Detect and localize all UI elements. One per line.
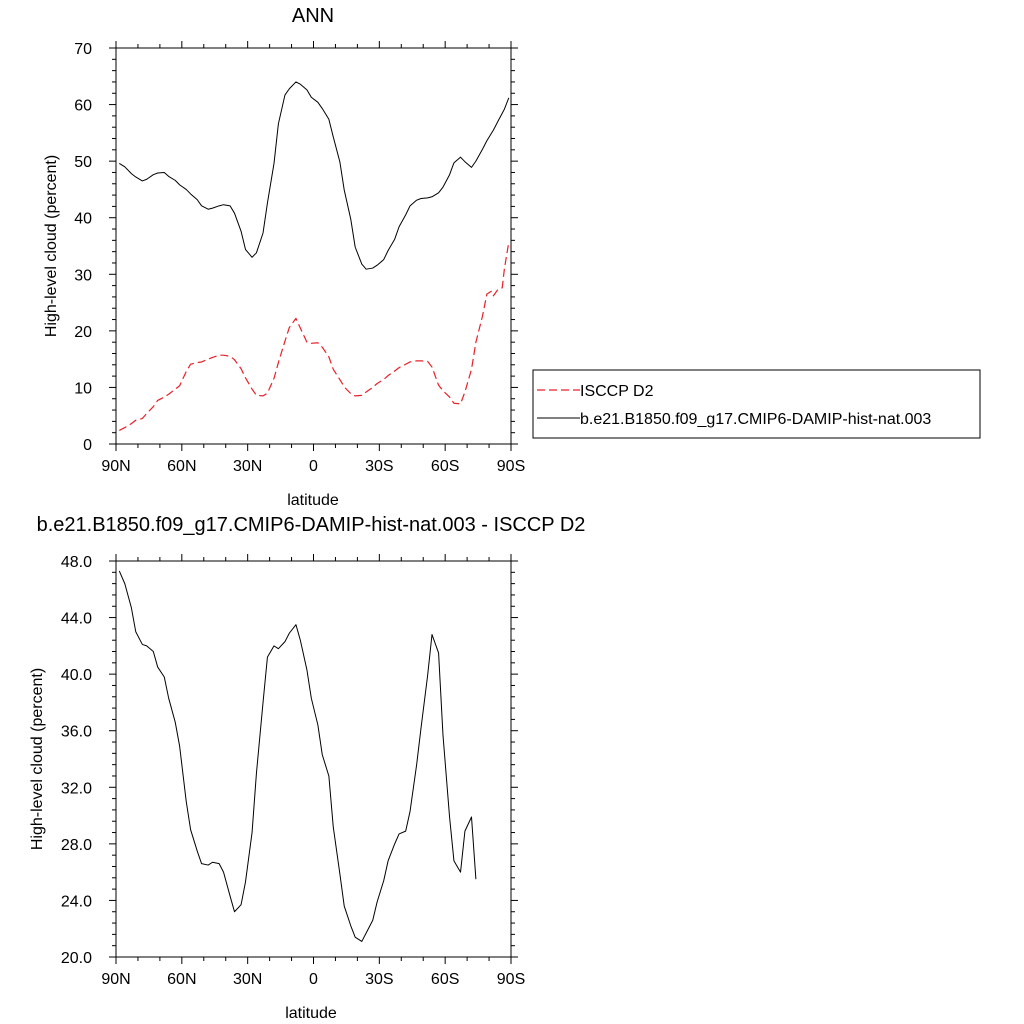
legend-box — [532, 369, 981, 439]
x-tick-label: 90N — [101, 971, 130, 988]
ticks-top: 90N 60N 30N 0 30S 60S 90S 0 10 20 30 40 50 60 70 — [74, 41, 525, 475]
legend-label-isccp: ISCCP D2 — [580, 383, 654, 400]
y-tick-label: 40 — [74, 211, 92, 228]
y-tick-label: 40.0 — [61, 667, 92, 684]
series-group-top — [119, 81, 510, 431]
chart-title-top: ANN — [292, 5, 334, 27]
legend: ISCCP D2 b.e21.B1850.f09_g17.CMIP6-DAMIP… — [532, 369, 981, 439]
y-tick-label: 28.0 — [61, 837, 92, 854]
chart-title-bottom: b.e21.B1850.f09_g17.CMIP6-DAMIP-hist-nat… — [37, 514, 586, 536]
y-tick-label: 20.0 — [61, 950, 92, 967]
x-tick-label: 30N — [233, 458, 262, 475]
y-tick-label: 20 — [74, 324, 92, 341]
y-axis-label-bottom: High-level cloud (percent) — [29, 668, 46, 850]
plot-frame-bottom — [115, 560, 512, 958]
series-line-bottom-0 — [118, 570, 477, 942]
series-group-bottom — [118, 570, 477, 942]
ticks-bottom: 90N 60N 30N 0 30S 60S 90S 20.0 24.0 28.0 32.0 36.0 4… — [61, 554, 525, 988]
x-tick-label: 30S — [365, 458, 393, 475]
x-tick-label: 60S — [431, 971, 459, 988]
y-tick-label: 44.0 — [61, 611, 92, 628]
y-tick-label: 48.0 — [61, 554, 92, 571]
y-tick-label: 60 — [74, 98, 92, 115]
x-tick-label: 60N — [167, 458, 196, 475]
x-tick-label: 90S — [497, 971, 525, 988]
y-tick-label: 70 — [74, 41, 92, 58]
legend-label-model: b.e21.B1850.f09_g17.CMIP6-DAMIP-hist-nat… — [580, 411, 931, 428]
x-tick-label: 0 — [309, 458, 318, 475]
x-axis-label-bottom: latitude — [285, 1005, 337, 1022]
y-tick-label: 0 — [83, 437, 92, 454]
x-tick-label: 30S — [365, 971, 393, 988]
y-tick-label: 50 — [74, 154, 92, 171]
y-tick-label: 10 — [74, 380, 92, 397]
plot-frame-top — [115, 47, 512, 445]
x-tick-label: 60S — [431, 458, 459, 475]
series-line-top-0 — [119, 241, 510, 431]
x-axis-label-top: latitude — [287, 492, 339, 509]
y-tick-label: 36.0 — [61, 724, 92, 741]
y-tick-label: 30 — [74, 267, 92, 284]
y-tick-label: 24.0 — [61, 893, 92, 910]
y-tick-label: 32.0 — [61, 780, 92, 797]
chart-panel-top: ANN 90N 60N 30N 0 30S 60S 90S 0 10 20 30 40 50 60 70 l… — [43, 5, 525, 509]
x-tick-label: 60N — [167, 971, 196, 988]
y-axis-label-top: High-level cloud (percent) — [43, 155, 60, 337]
x-tick-label: 90S — [497, 458, 525, 475]
x-tick-label: 30N — [233, 971, 262, 988]
x-tick-label: 0 — [309, 971, 318, 988]
x-tick-label: 90N — [101, 458, 130, 475]
chart-panel-bottom: b.e21.B1850.f09_g17.CMIP6-DAMIP-hist-nat… — [29, 514, 585, 1022]
series-line-top-1 — [119, 81, 510, 270]
